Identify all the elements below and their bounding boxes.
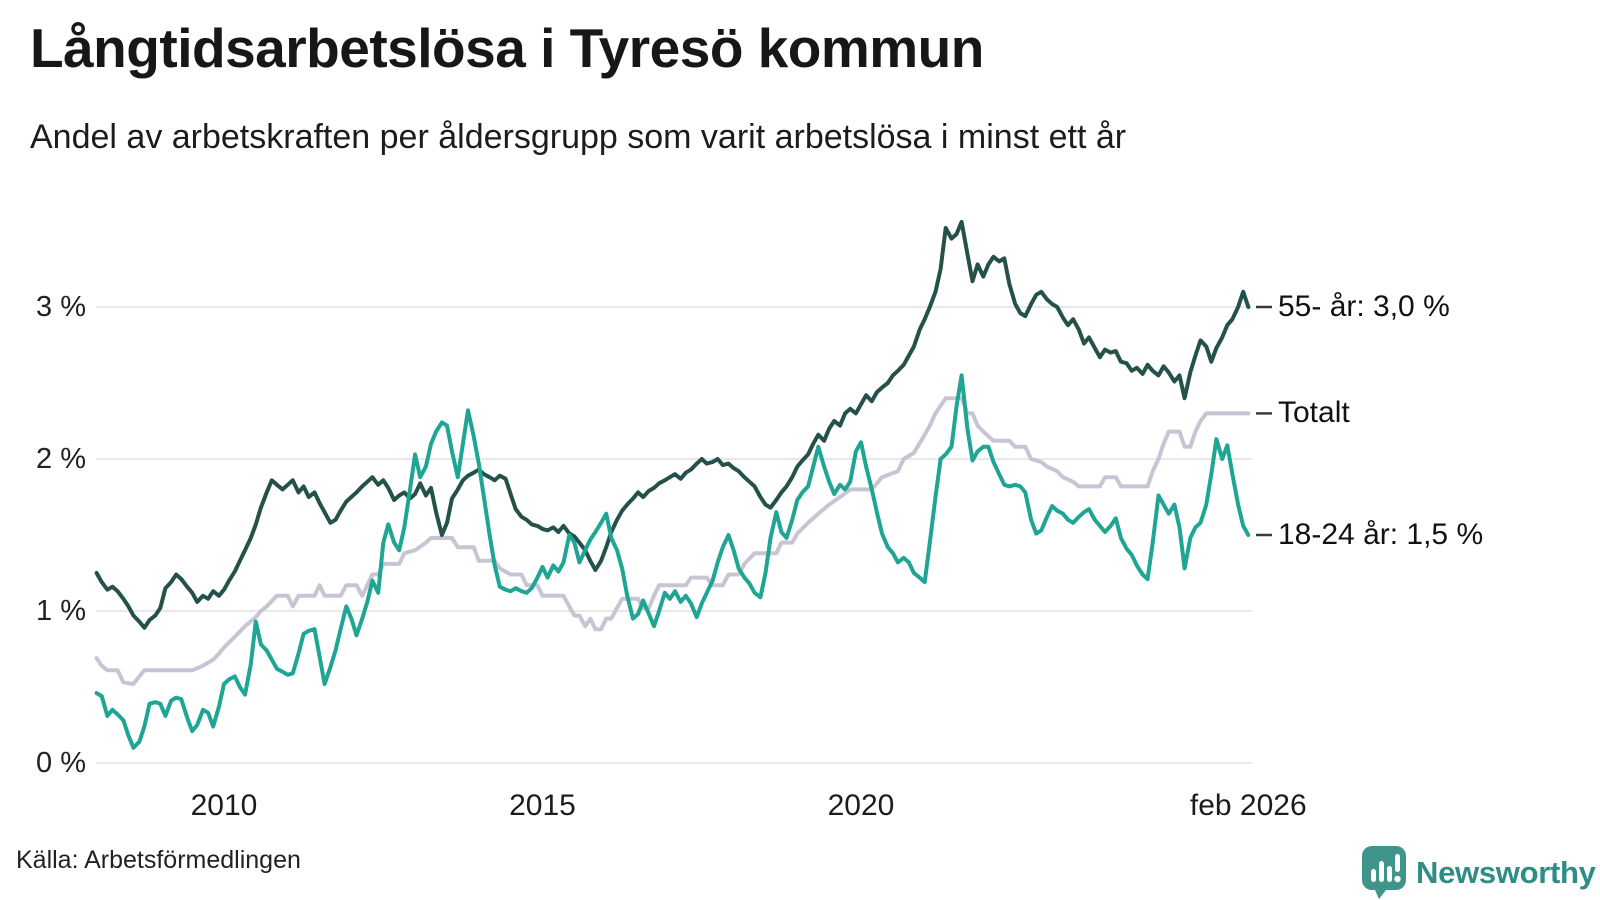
speech-bubble-bar-chart-icon [1362,846,1406,899]
logo-bar-1 [1371,869,1376,882]
logo-bar-3 [1387,866,1392,882]
x-axis-tick-2020: 2020 [827,789,895,822]
newsworthy-logo[interactable]: Newsworthy [1362,846,1596,900]
x-axis-tick-feb-2026: feb 2026 [1189,789,1307,822]
newsworthy-wordmark: Newsworthy [1416,855,1596,890]
series-end-label-55--r: 55- år: 3,0 % [1278,290,1450,323]
logo-bar-2 [1379,861,1384,882]
x-axis-tick-2010: 2010 [190,789,258,822]
page-title: Långtidsarbetslösa i Tyresö kommun [30,17,984,79]
y-axis-tick-2: 2 % [36,443,86,475]
logo-exclamation-dot [1394,875,1401,883]
series-end-label-18-24-r: 18-24 år: 1,5 % [1278,518,1484,551]
y-axis-tick-0: 0 % [36,747,86,779]
source-note: Källa: Arbetsförmedlingen [16,846,301,874]
series-line-55--r [94,219,1251,630]
logo-exclamation-bar [1395,854,1400,872]
x-axis-tick-2015: 2015 [509,789,576,822]
series-line-Totalt [94,396,1251,686]
page-subtitle: Andel av arbetskraften per åldersgrupp s… [30,118,1127,156]
y-axis-tick-1: 1 % [36,595,86,627]
series-line-18-24-r [94,373,1251,750]
y-axis-tick-3: 3 % [36,291,86,323]
series-end-label-Totalt: Totalt [1278,396,1350,430]
